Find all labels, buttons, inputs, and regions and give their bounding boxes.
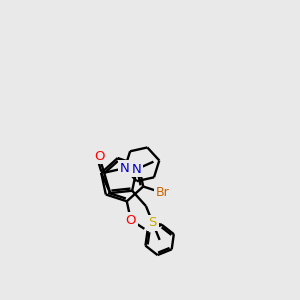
Text: O: O <box>125 214 136 226</box>
Text: N: N <box>132 163 142 176</box>
Text: O: O <box>94 150 104 163</box>
Text: N: N <box>120 162 130 175</box>
Text: S: S <box>148 217 157 230</box>
Text: Br: Br <box>156 186 170 200</box>
